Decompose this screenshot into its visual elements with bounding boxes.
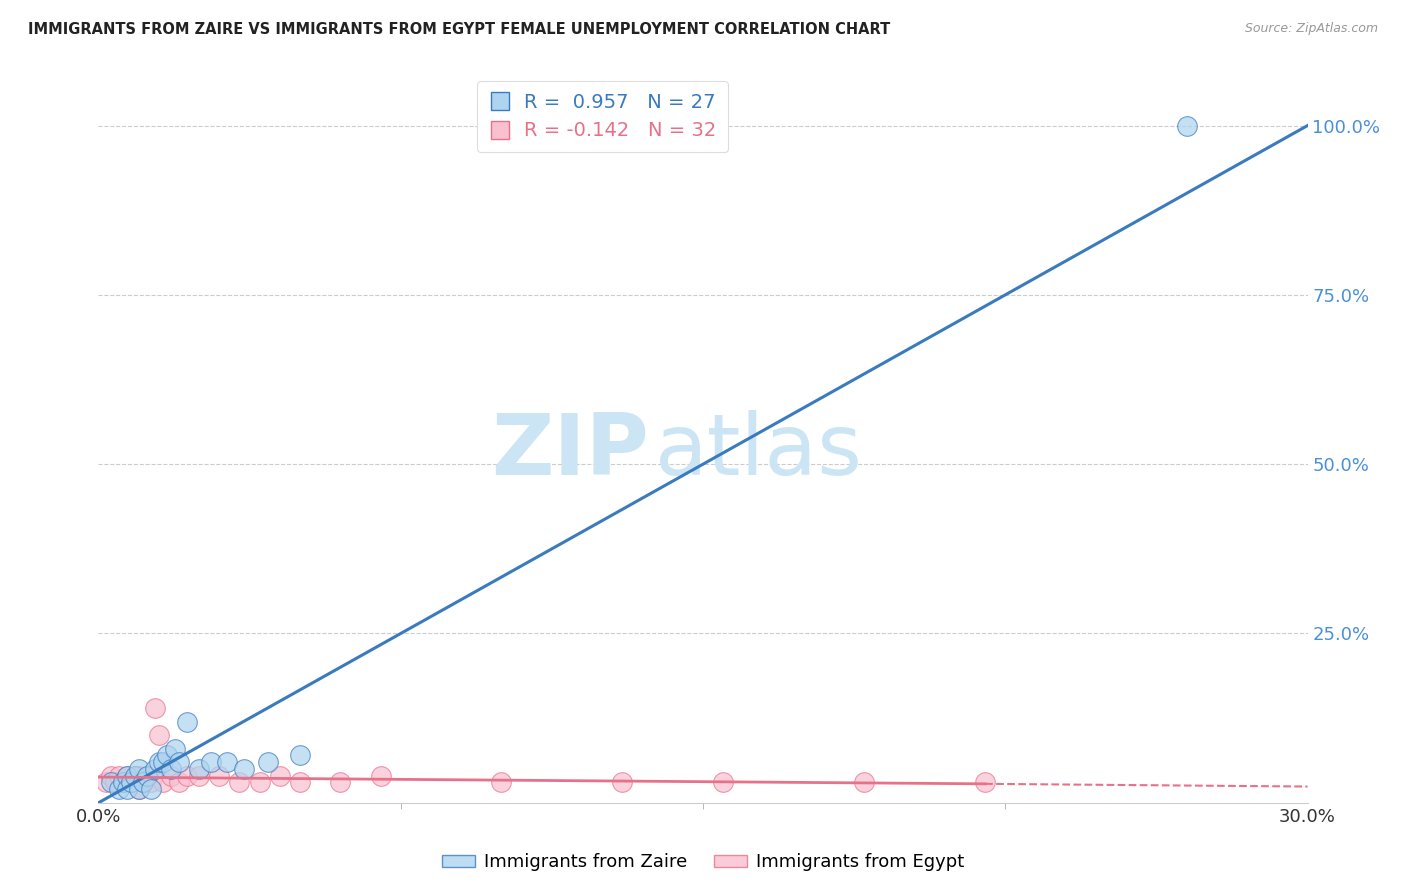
Point — [132, 775, 155, 789]
Point — [139, 782, 162, 797]
Point — [288, 748, 311, 763]
Point — [115, 769, 138, 783]
Point — [217, 755, 239, 769]
Point — [160, 769, 183, 783]
Point — [160, 762, 183, 776]
Point — [143, 762, 166, 776]
Text: IMMIGRANTS FROM ZAIRE VS IMMIGRANTS FROM EGYPT FEMALE UNEMPLOYMENT CORRELATION C: IMMIGRANTS FROM ZAIRE VS IMMIGRANTS FROM… — [28, 22, 890, 37]
Text: Source: ZipAtlas.com: Source: ZipAtlas.com — [1244, 22, 1378, 36]
Point — [107, 782, 129, 797]
Point — [256, 755, 278, 769]
Point — [135, 769, 157, 783]
Point — [107, 769, 129, 783]
Legend: Immigrants from Zaire, Immigrants from Egypt: Immigrants from Zaire, Immigrants from E… — [434, 847, 972, 879]
Point — [120, 775, 142, 789]
Point — [853, 775, 876, 789]
Point — [612, 775, 634, 789]
Point — [1175, 119, 1198, 133]
Point — [96, 775, 118, 789]
Point — [128, 782, 150, 797]
Point — [135, 769, 157, 783]
Point — [100, 775, 122, 789]
Point — [711, 775, 734, 789]
Point — [148, 728, 170, 742]
Point — [139, 775, 162, 789]
Point — [200, 755, 222, 769]
Text: atlas: atlas — [655, 410, 863, 493]
Point — [208, 769, 231, 783]
Point — [269, 769, 291, 783]
Point — [163, 741, 186, 756]
Point — [188, 769, 211, 783]
Point — [120, 775, 142, 789]
Point — [128, 782, 150, 797]
Point — [143, 701, 166, 715]
Point — [249, 775, 271, 789]
Point — [152, 755, 174, 769]
Text: ZIP: ZIP — [491, 410, 648, 493]
Point — [100, 769, 122, 783]
Point — [167, 755, 190, 769]
Point — [370, 769, 392, 783]
Point — [176, 769, 198, 783]
Point — [124, 769, 146, 783]
Point — [111, 775, 134, 789]
Point — [491, 775, 513, 789]
Point — [288, 775, 311, 789]
Point — [128, 769, 150, 783]
Point — [974, 775, 997, 789]
Point — [167, 775, 190, 789]
Legend: R =  0.957   N = 27, R = -0.142   N = 32: R = 0.957 N = 27, R = -0.142 N = 32 — [477, 81, 727, 153]
Point — [103, 775, 125, 789]
Point — [124, 769, 146, 783]
Point — [148, 755, 170, 769]
Point — [132, 775, 155, 789]
Point — [156, 748, 179, 763]
Point — [128, 762, 150, 776]
Point — [176, 714, 198, 729]
Point — [232, 762, 254, 776]
Point — [228, 775, 250, 789]
Point — [111, 775, 134, 789]
Point — [188, 762, 211, 776]
Point — [115, 769, 138, 783]
Point — [152, 775, 174, 789]
Point — [115, 782, 138, 797]
Point — [329, 775, 352, 789]
